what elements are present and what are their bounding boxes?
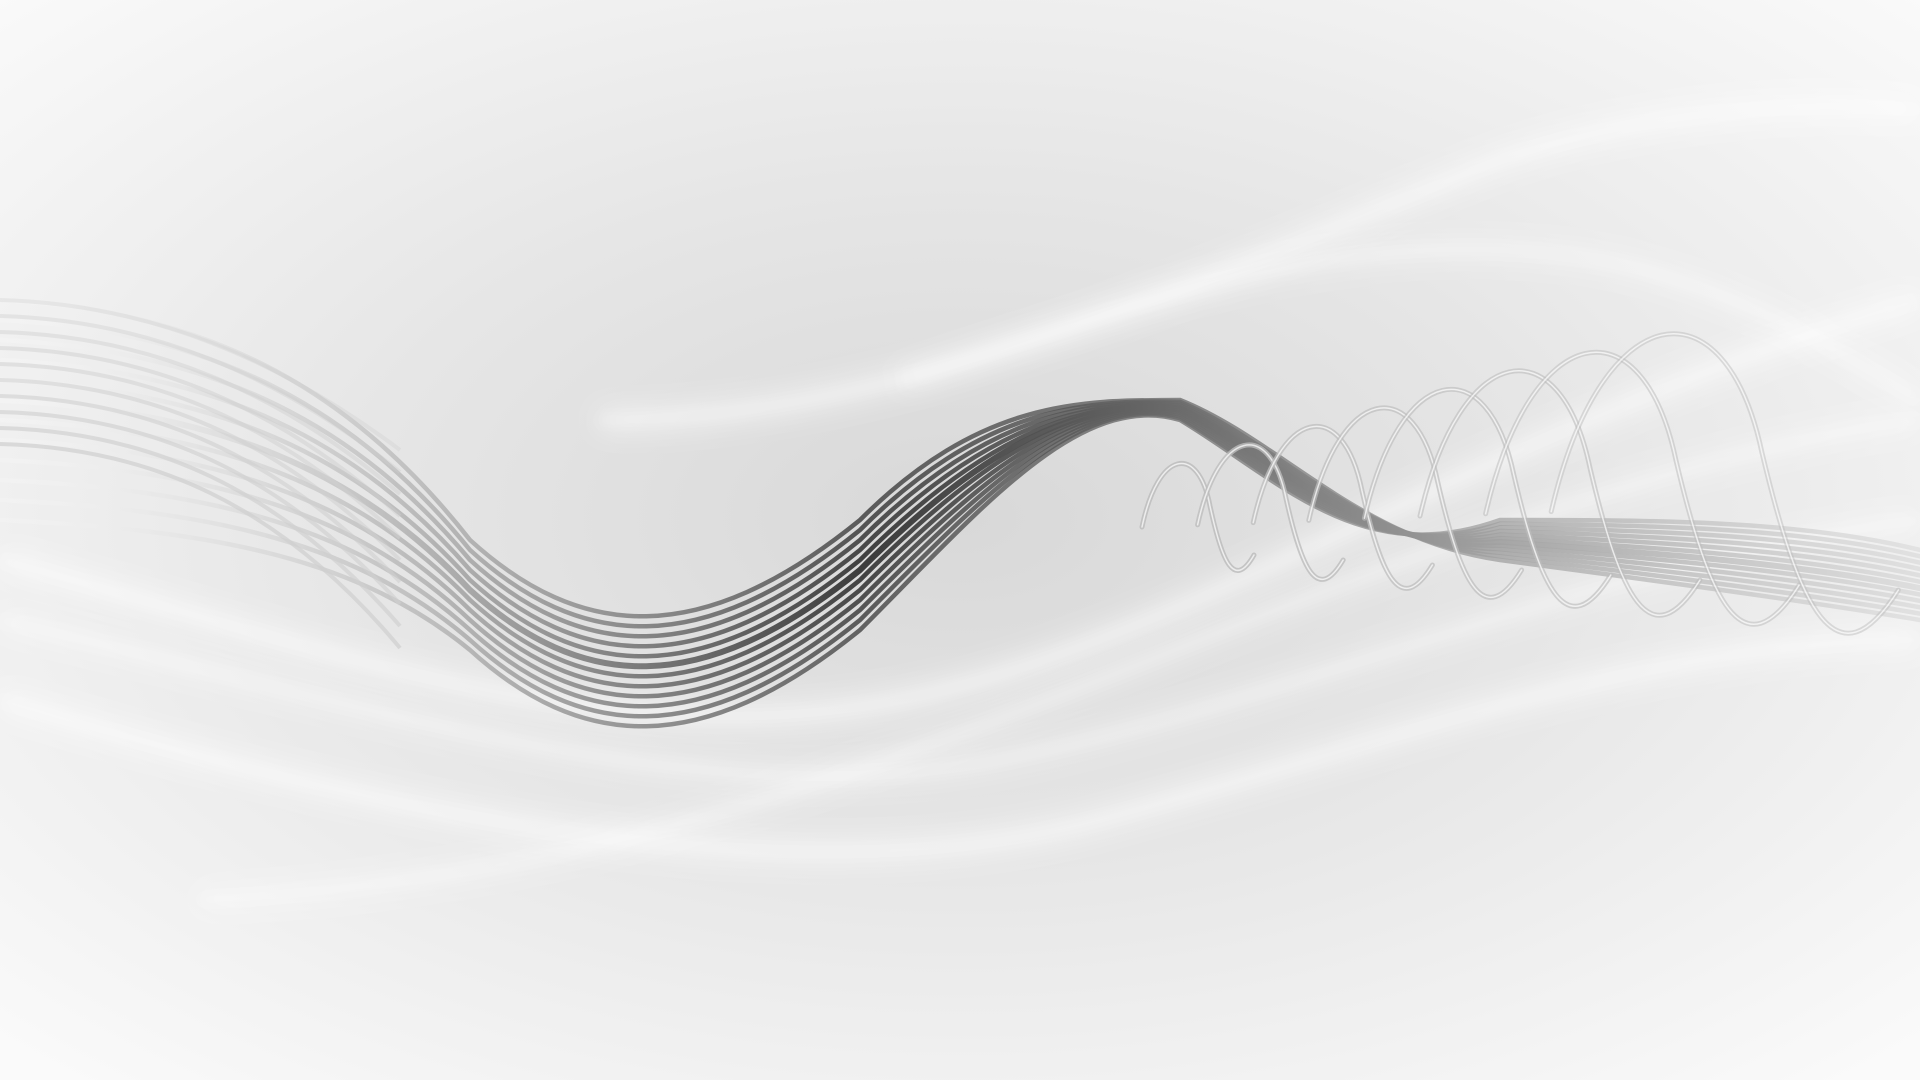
glow-streak-core xyxy=(599,105,1920,422)
helix-loops xyxy=(1139,331,1901,636)
glow-streak-core xyxy=(899,248,1920,402)
helix-loop-highlight xyxy=(1484,351,1800,625)
glow-streak-core xyxy=(0,298,1920,718)
ribbon-strand xyxy=(0,397,1920,670)
helix-loop-highlight xyxy=(1196,444,1344,581)
ribbon-strand xyxy=(0,413,1920,729)
ribbon-strand-left xyxy=(0,330,402,496)
glow-streak-core xyxy=(0,638,1920,854)
ribbon-strand-left xyxy=(0,314,402,474)
ribbon-strand xyxy=(0,297,1920,623)
ribbon-strand-left xyxy=(0,426,402,628)
ribbon-strand xyxy=(0,410,1920,709)
glow-streak xyxy=(898,244,1920,405)
ribbon-strand xyxy=(0,408,1920,699)
glow-streak-core xyxy=(199,418,1920,902)
ribbon-strand xyxy=(0,317,1920,629)
ribbon-strand-left xyxy=(0,378,402,562)
background-glow-streaks xyxy=(0,98,1920,905)
ribbon-strand-left xyxy=(0,298,402,452)
ribbon-strand-left xyxy=(0,362,402,540)
ribbon-strand-left xyxy=(0,394,402,584)
ribbon-strand xyxy=(0,357,1920,649)
ribbon-strand xyxy=(0,377,1920,659)
ribbon-strand xyxy=(0,337,1920,639)
ribbon-strand xyxy=(0,407,1920,689)
ribbon-strand-left xyxy=(0,346,402,518)
helix-loop-highlight xyxy=(1419,370,1701,616)
helix-loop-highlight xyxy=(1141,462,1255,572)
helix-loop-highlight xyxy=(1363,388,1612,608)
ribbon-strand-left xyxy=(0,410,402,606)
ribbon-strand-left xyxy=(0,442,402,650)
helix-loop-highlight xyxy=(1308,407,1523,599)
helix-loop-highlight xyxy=(1550,333,1900,634)
glow-streak xyxy=(0,632,1920,861)
helix-loop-highlight xyxy=(1252,425,1434,590)
ribbon-strand xyxy=(0,411,1920,719)
ribbon-strands xyxy=(0,297,1920,729)
